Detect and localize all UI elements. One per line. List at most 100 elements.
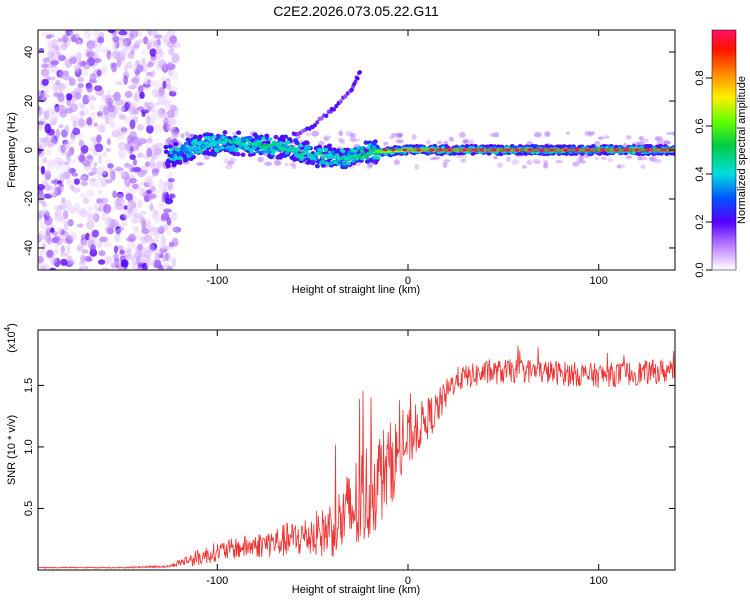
heatmap-noise-cell [117,125,127,136]
heatmap-noise-cell [38,106,44,116]
heatmap-noise-cell [168,48,175,56]
heatmap-noise-cell [150,114,158,123]
heatmap-noise-cell [133,227,140,236]
heatmap-noise-cell [41,31,48,36]
heatmap-noise-cell [146,147,153,158]
heatmap-peak-cell [462,148,467,152]
heatmap-halo-cell [228,157,237,163]
heatmap-noise-cell [131,212,137,218]
heatmap-noise-cell [59,252,69,257]
heatmap-noise-cell [149,259,155,268]
heatmap-band-core [334,153,339,157]
heatmap-noise-cell [99,123,107,133]
heatmap-noise-cell [38,120,45,125]
heatmap-noise-cell [51,45,59,51]
bottom-x-ticks: -100 0 100 [206,330,608,587]
y-multiplier: (x104) [3,323,18,353]
heatmap-halo-cell [578,154,584,161]
heatmap-noise-cell [64,161,70,166]
heatmap-peak-cell [614,148,620,152]
heatmap-band-mid [238,145,244,150]
heatmap-noise-cell [119,48,128,54]
heatmap-noise-cell [63,221,69,231]
heatmap-noise-cell [98,250,106,257]
heatmap-peak-cell [447,148,452,152]
heatmap-noise-cell [41,91,46,101]
heatmap-noise-cell [105,116,110,125]
heatmap-peak-cell [585,148,590,152]
heatmap-noise-cell [154,50,163,61]
heatmap-noise-cell [70,114,80,124]
heatmap-noise-cell [44,123,52,134]
heatmap-noise-cell [66,255,73,265]
heatmap-noise-cell [160,237,167,246]
heatmap-band-mid [342,161,348,166]
heatmap-band-mid [330,150,335,154]
heatmap-band-outer [304,140,310,146]
heatmap-branch-cell [315,120,320,125]
spectrogram-panel: -100 0 100 -40 -20 0 20 40 Height of straight … [6,29,676,296]
heatmap-noise-cell [153,80,162,89]
heatmap-noise-cell [170,85,179,93]
heatmap-band-mid [286,140,291,145]
heatmap-noise-cell [60,258,68,266]
heatmap-noise-cell [48,188,58,197]
heatmap-noise-cell [147,30,153,36]
heatmap-noise-cell [50,142,55,148]
heatmap-noise-cell [115,226,121,235]
heatmap-noise-cell [92,213,100,223]
heatmap-noise-cell [66,244,71,255]
heatmap-noise-cell [39,197,45,204]
heatmap-halo-cell [543,160,549,165]
top-x-tick-label: -100 [206,275,228,287]
heatmap-noise-cell [93,161,98,167]
heatmap-noise-cell [151,152,157,160]
heatmap-noise-cell [111,62,117,73]
heatmap-noise-cell [150,144,159,154]
heatmap-noise-cell [50,60,60,66]
heatmap-noise-cell [65,30,73,37]
heatmap-noise-cell [113,252,119,262]
heatmap-noise-cell [51,192,58,198]
heatmap-band-core [176,153,181,157]
heatmap-noise-cell [107,163,114,169]
heatmap-branch-cell [357,70,362,75]
snr-frame [37,329,676,571]
heatmap-band-core [204,141,209,145]
heatmap-noise-cell [156,160,164,168]
heatmap-band-outer [314,163,320,169]
heatmap-noise-cell [153,259,162,269]
heatmap-noise-cell [104,179,113,184]
heatmap-noise-cell [141,111,146,117]
heatmap-band-outer [193,134,199,140]
heatmap-noise-cell [93,85,103,92]
heatmap-noise-cell [115,228,123,237]
heatmap-halo-cell [462,140,469,144]
bottom-x-axis-label: Height of straight line (km) [292,584,420,596]
heatmap-noise-cell [127,174,136,179]
heatmap-noise-cell [112,190,117,198]
heatmap-noise-cell [158,87,165,97]
heatmap-band-mid [319,148,324,152]
heatmap-noise-cell [88,212,93,222]
heatmap-band-core [320,156,326,160]
heatmap-halo-cell [367,162,374,168]
heatmap-noise-cell [64,125,70,134]
heatmap-noise-cell [75,38,81,46]
heatmap-noise-cell [114,40,120,49]
heatmap-band-outer [163,144,169,150]
heatmap-noise-cell [103,242,113,248]
heatmap-halo-cell [572,161,580,167]
heatmap-halo-cell [425,139,431,145]
heatmap-band-mid [198,149,203,154]
heatmap-noise-cell [118,114,127,120]
heatmap-band-mid [320,160,326,165]
heatmap-band-mid [261,150,266,154]
heatmap-noise-cell [154,226,162,235]
heatmap-noise-cell [123,64,129,73]
heatmap-noise-cell [126,203,133,210]
heatmap-noise-cell [45,142,54,149]
heatmap-noise-cell [100,181,107,189]
top-x-tick-label: 100 [590,275,608,287]
colorbar-tick-label: 0.8 [694,70,706,85]
